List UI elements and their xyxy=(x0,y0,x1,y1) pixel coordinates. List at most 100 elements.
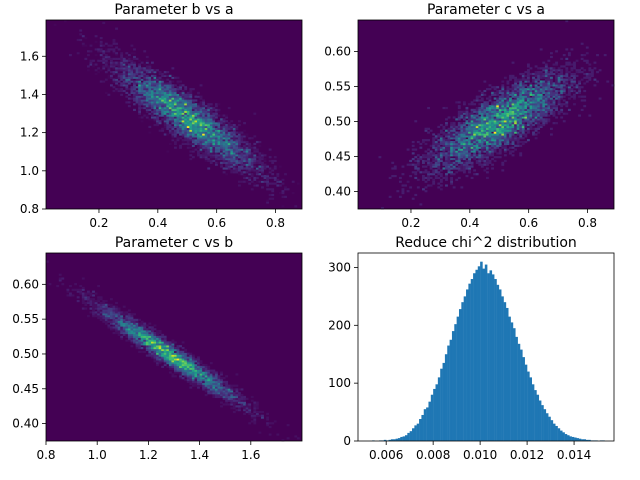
heatmap-cell xyxy=(419,203,423,206)
heatmap-cell xyxy=(204,108,208,112)
heatmap-cell xyxy=(110,65,113,68)
heatmap-cell xyxy=(532,131,535,134)
heatmap-cell xyxy=(457,169,461,172)
heatmap-cell xyxy=(184,350,188,353)
heatmap-cell xyxy=(276,178,280,181)
axes-frame xyxy=(357,19,615,210)
heatmap-cell xyxy=(191,105,195,108)
heatmap-cell xyxy=(232,142,236,146)
heatmap-cell xyxy=(161,365,165,368)
histogram-bar xyxy=(552,423,556,441)
heatmap-cell xyxy=(150,69,154,72)
heatmap-cell xyxy=(243,409,246,412)
heatmap-cell xyxy=(488,99,492,102)
heatmap-cell xyxy=(544,112,548,115)
heatmap-cell xyxy=(199,150,203,153)
heatmap-cell xyxy=(138,337,142,340)
heatmap-cell xyxy=(519,140,523,144)
heatmap-cell xyxy=(514,82,518,85)
heatmap-cell xyxy=(470,148,474,151)
heatmap-cell xyxy=(547,59,551,62)
heatmap-cell xyxy=(473,123,477,127)
heatmap-cell xyxy=(544,120,548,123)
heatmap-cell xyxy=(204,159,208,163)
heatmap-cell xyxy=(478,157,482,161)
heatmap-cell xyxy=(127,65,131,68)
heatmap-cell xyxy=(235,139,239,142)
heatmap-cell xyxy=(104,307,108,310)
heatmap-cell xyxy=(181,140,185,144)
heatmap-cell xyxy=(150,80,154,83)
heatmap-cell xyxy=(437,146,441,149)
heatmap-cell xyxy=(253,414,257,417)
heatmap-cell xyxy=(202,382,206,385)
heatmap-cell xyxy=(140,82,144,85)
heatmap-cell xyxy=(243,139,246,142)
histogram-bar xyxy=(503,302,507,441)
heatmap-cell xyxy=(447,129,451,132)
heatmap-cell xyxy=(156,330,159,333)
histogram-bar xyxy=(433,388,436,441)
heatmap-cell xyxy=(475,156,479,159)
heatmap-cell xyxy=(99,315,103,318)
heatmap-cell xyxy=(404,184,407,187)
heatmap-cell xyxy=(509,127,512,130)
heatmap-cell xyxy=(496,101,500,104)
heatmap-cell xyxy=(434,135,438,138)
heatmap-cell xyxy=(168,93,172,96)
heatmap-cell xyxy=(470,125,474,129)
heatmap-cell xyxy=(478,163,482,166)
heatmap-cell xyxy=(145,339,149,342)
heatmap-cell xyxy=(230,392,234,395)
heatmap-cell xyxy=(427,174,430,178)
heatmap-cell xyxy=(171,125,175,129)
heatmap-cell xyxy=(138,339,142,342)
heatmap-cell xyxy=(212,135,216,138)
heatmap-cell xyxy=(238,401,241,404)
heatmap-cell xyxy=(565,80,569,83)
heatmap-cell xyxy=(181,139,185,142)
heatmap-cell xyxy=(493,112,497,115)
heatmap-cell xyxy=(133,63,136,66)
heatmap-cell xyxy=(583,59,587,62)
heatmap-cell xyxy=(130,61,134,64)
heatmap-cell xyxy=(542,67,546,70)
heatmap-cell xyxy=(225,129,229,132)
heatmap-cell xyxy=(452,186,456,189)
heatmap-cell xyxy=(110,309,113,312)
heatmap-cell xyxy=(455,171,459,174)
heatmap-cell xyxy=(248,137,252,140)
heatmap-cell xyxy=(491,122,494,125)
heatmap-cell xyxy=(186,133,190,136)
heatmap-cell xyxy=(189,105,193,108)
heatmap-cell xyxy=(214,105,218,108)
heatmap-cell xyxy=(442,142,446,146)
heatmap-cell xyxy=(153,348,157,352)
heatmap-cell xyxy=(127,82,131,85)
heatmap-cell xyxy=(163,101,167,104)
heatmap-cell xyxy=(117,309,121,312)
heatmap-cell xyxy=(562,80,566,83)
heatmap-cell xyxy=(158,347,162,350)
heatmap-cell xyxy=(238,139,241,142)
heatmap-cell xyxy=(498,150,502,153)
heatmap-cell xyxy=(529,118,533,121)
heatmap-cell xyxy=(212,116,216,119)
heatmap-cell xyxy=(455,159,459,163)
heatmap-cell xyxy=(457,154,461,157)
heatmap-cell xyxy=(222,148,226,151)
heatmap-cell xyxy=(501,144,505,147)
heatmap-cell xyxy=(537,106,541,110)
heatmap-cell xyxy=(163,89,167,93)
heatmap-cell xyxy=(529,120,533,123)
heatmap-cell xyxy=(470,103,474,106)
heatmap-cell xyxy=(542,103,546,106)
heatmap-cell xyxy=(148,69,152,72)
heatmap-cell xyxy=(258,161,262,164)
heatmap-cell xyxy=(255,156,259,159)
heatmap-cell xyxy=(462,146,466,149)
heatmap-cell xyxy=(153,352,157,355)
heatmap-cell xyxy=(220,373,223,376)
heatmap-cell xyxy=(174,350,177,353)
heatmap-cell xyxy=(120,324,124,327)
